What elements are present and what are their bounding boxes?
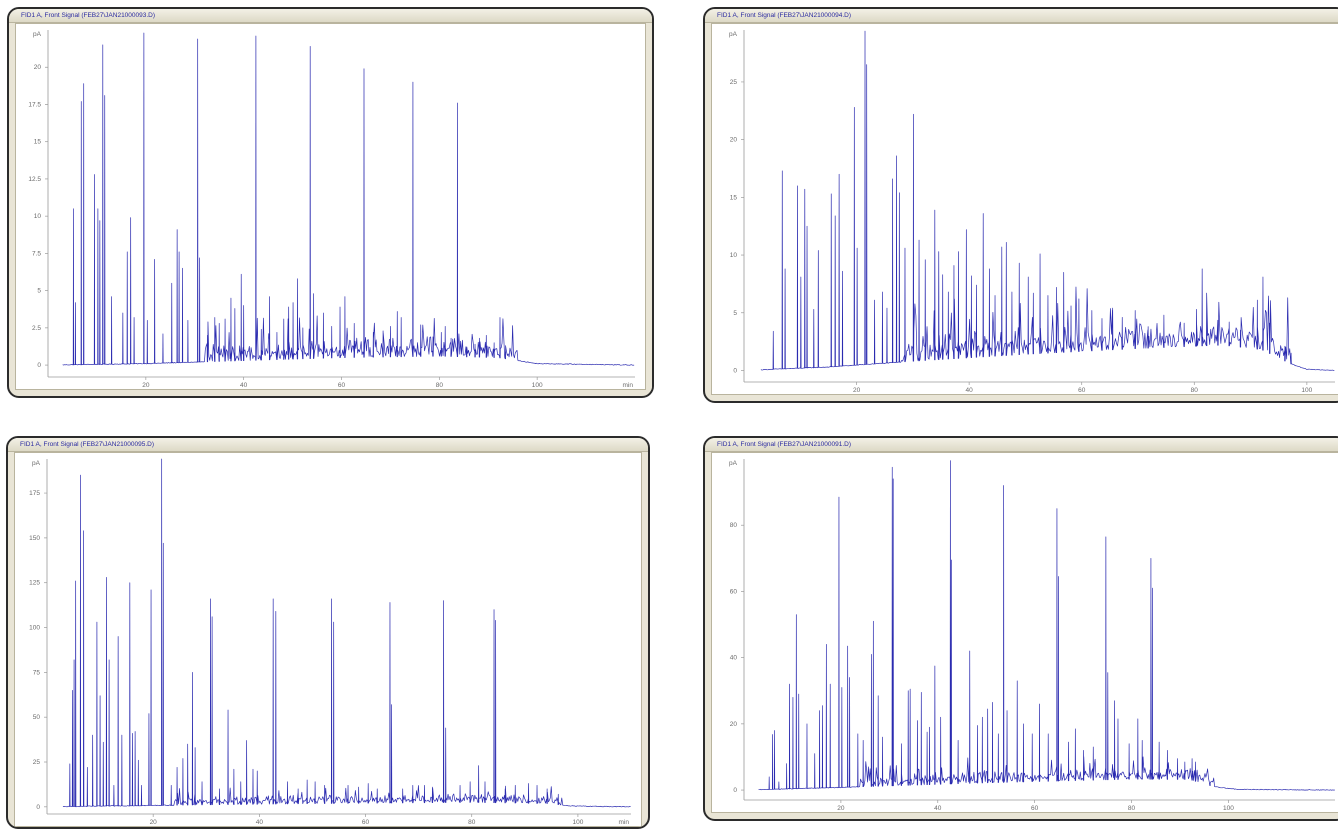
x-axis-unit-label: min — [623, 382, 634, 389]
signal-trace — [758, 460, 1335, 791]
x-tick-label: 20 — [837, 805, 845, 812]
chart-svg-1: 0 2.5 5 7.5 10 12.5 15 17.5 20 pA 20 40 60 80 100 min — [28, 30, 635, 389]
chromatogram-panel-2: FID1 A, Front Signal (FEB27\JAN21000094.… — [703, 7, 1338, 403]
y-tick-label: 40 — [730, 655, 738, 662]
y-tick-label: 5 — [37, 288, 41, 295]
x-tick-label: 80 — [1128, 805, 1136, 812]
y-tick-label: 20 — [34, 64, 42, 71]
y-axis-unit-label: pA — [33, 31, 42, 38]
y-tick-label: 7.5 — [32, 250, 41, 257]
y-axis-unit-label: pA — [32, 460, 41, 467]
y-tick-label: 5 — [733, 310, 737, 317]
x-tick-label: 80 — [1191, 387, 1199, 394]
y-axis-unit-label: pA — [729, 460, 738, 467]
x-tick-label: 20 — [142, 382, 150, 389]
chromatogram-title-2: FID1 A, Front Signal (FEB27\JAN21000094.… — [705, 9, 1338, 23]
y-tick-label: 50 — [33, 714, 41, 721]
y-tick-label: 2.5 — [32, 325, 41, 332]
plot-area-4: 0 20 40 60 80 pA 20 40 60 80 100 — [711, 452, 1338, 813]
y-tick-label: 25 — [730, 79, 738, 86]
chromatogram-panel-4: FID1 A, Front Signal (FEB27\JAN21000091.… — [703, 436, 1338, 821]
x-tick-label: 60 — [1031, 805, 1039, 812]
x-tick-label: 40 — [240, 382, 248, 389]
y-tick-label: 125 — [29, 580, 40, 587]
chromatogram-title-4: FID1 A, Front Signal (FEB27\JAN21000091.… — [705, 438, 1338, 452]
y-tick-label: 12.5 — [28, 176, 41, 183]
x-tick-label: 100 — [1301, 387, 1312, 394]
y-tick-label: 0 — [36, 804, 40, 811]
y-tick-label: 80 — [730, 522, 738, 529]
signal-trace — [62, 458, 631, 808]
x-tick-label: 40 — [934, 805, 942, 812]
y-tick-label: 100 — [29, 625, 40, 632]
y-tick-label: 20 — [730, 721, 738, 728]
scrollbar-1[interactable] — [647, 23, 652, 390]
x-tick-label: 80 — [436, 382, 444, 389]
signal-trace — [760, 30, 1335, 371]
y-tick-label: 0 — [733, 367, 737, 374]
x-tick-label: 100 — [532, 382, 543, 389]
y-tick-label: 10 — [730, 252, 738, 259]
y-tick-label: 15 — [34, 139, 42, 146]
plot-area-1: 0 2.5 5 7.5 10 12.5 15 17.5 20 pA 20 40 60 80 100 min — [15, 23, 646, 390]
y-tick-label: 75 — [33, 669, 41, 676]
y-tick-label: 10 — [34, 213, 42, 220]
y-tick-label: 150 — [29, 535, 40, 542]
chart-svg-2: 0 5 10 15 20 25 pA 20 40 60 80 100 — [729, 30, 1335, 394]
x-tick-label: 100 — [1223, 805, 1234, 812]
signal-trace — [62, 32, 635, 366]
y-tick-label: 0 — [733, 787, 737, 794]
chromatogram-panel-1: FID1 A, Front Signal (FEB27\JAN21000093.… — [7, 7, 654, 398]
y-tick-label: 17.5 — [28, 101, 41, 108]
plot-area-3: 0 25 50 75 100 125 150 175 pA 20 40 60 80 100 min — [14, 452, 642, 827]
x-tick-label: 20 — [853, 387, 861, 394]
chromatogram-panel-3: FID1 A, Front Signal (FEB27\JAN21000095.… — [6, 436, 650, 829]
plot-area-2: 0 5 10 15 20 25 pA 20 40 60 80 100 — [711, 23, 1338, 395]
x-tick-label: 40 — [966, 387, 974, 394]
y-tick-label: 25 — [33, 759, 41, 766]
chart-svg-4: 0 20 40 60 80 pA 20 40 60 80 100 — [729, 459, 1335, 812]
y-tick-label: 0 — [37, 362, 41, 369]
chromatogram-title-1: FID1 A, Front Signal (FEB27\JAN21000093.… — [9, 9, 652, 23]
x-tick-label: 60 — [338, 382, 346, 389]
y-tick-label: 20 — [730, 137, 738, 144]
chromatogram-title-3: FID1 A, Front Signal (FEB27\JAN21000095.… — [8, 438, 648, 452]
y-axis-unit-label: pA — [729, 31, 738, 38]
y-tick-label: 60 — [730, 588, 738, 595]
y-tick-label: 15 — [730, 194, 738, 201]
x-tick-label: 60 — [1078, 387, 1086, 394]
y-tick-label: 175 — [29, 490, 40, 497]
